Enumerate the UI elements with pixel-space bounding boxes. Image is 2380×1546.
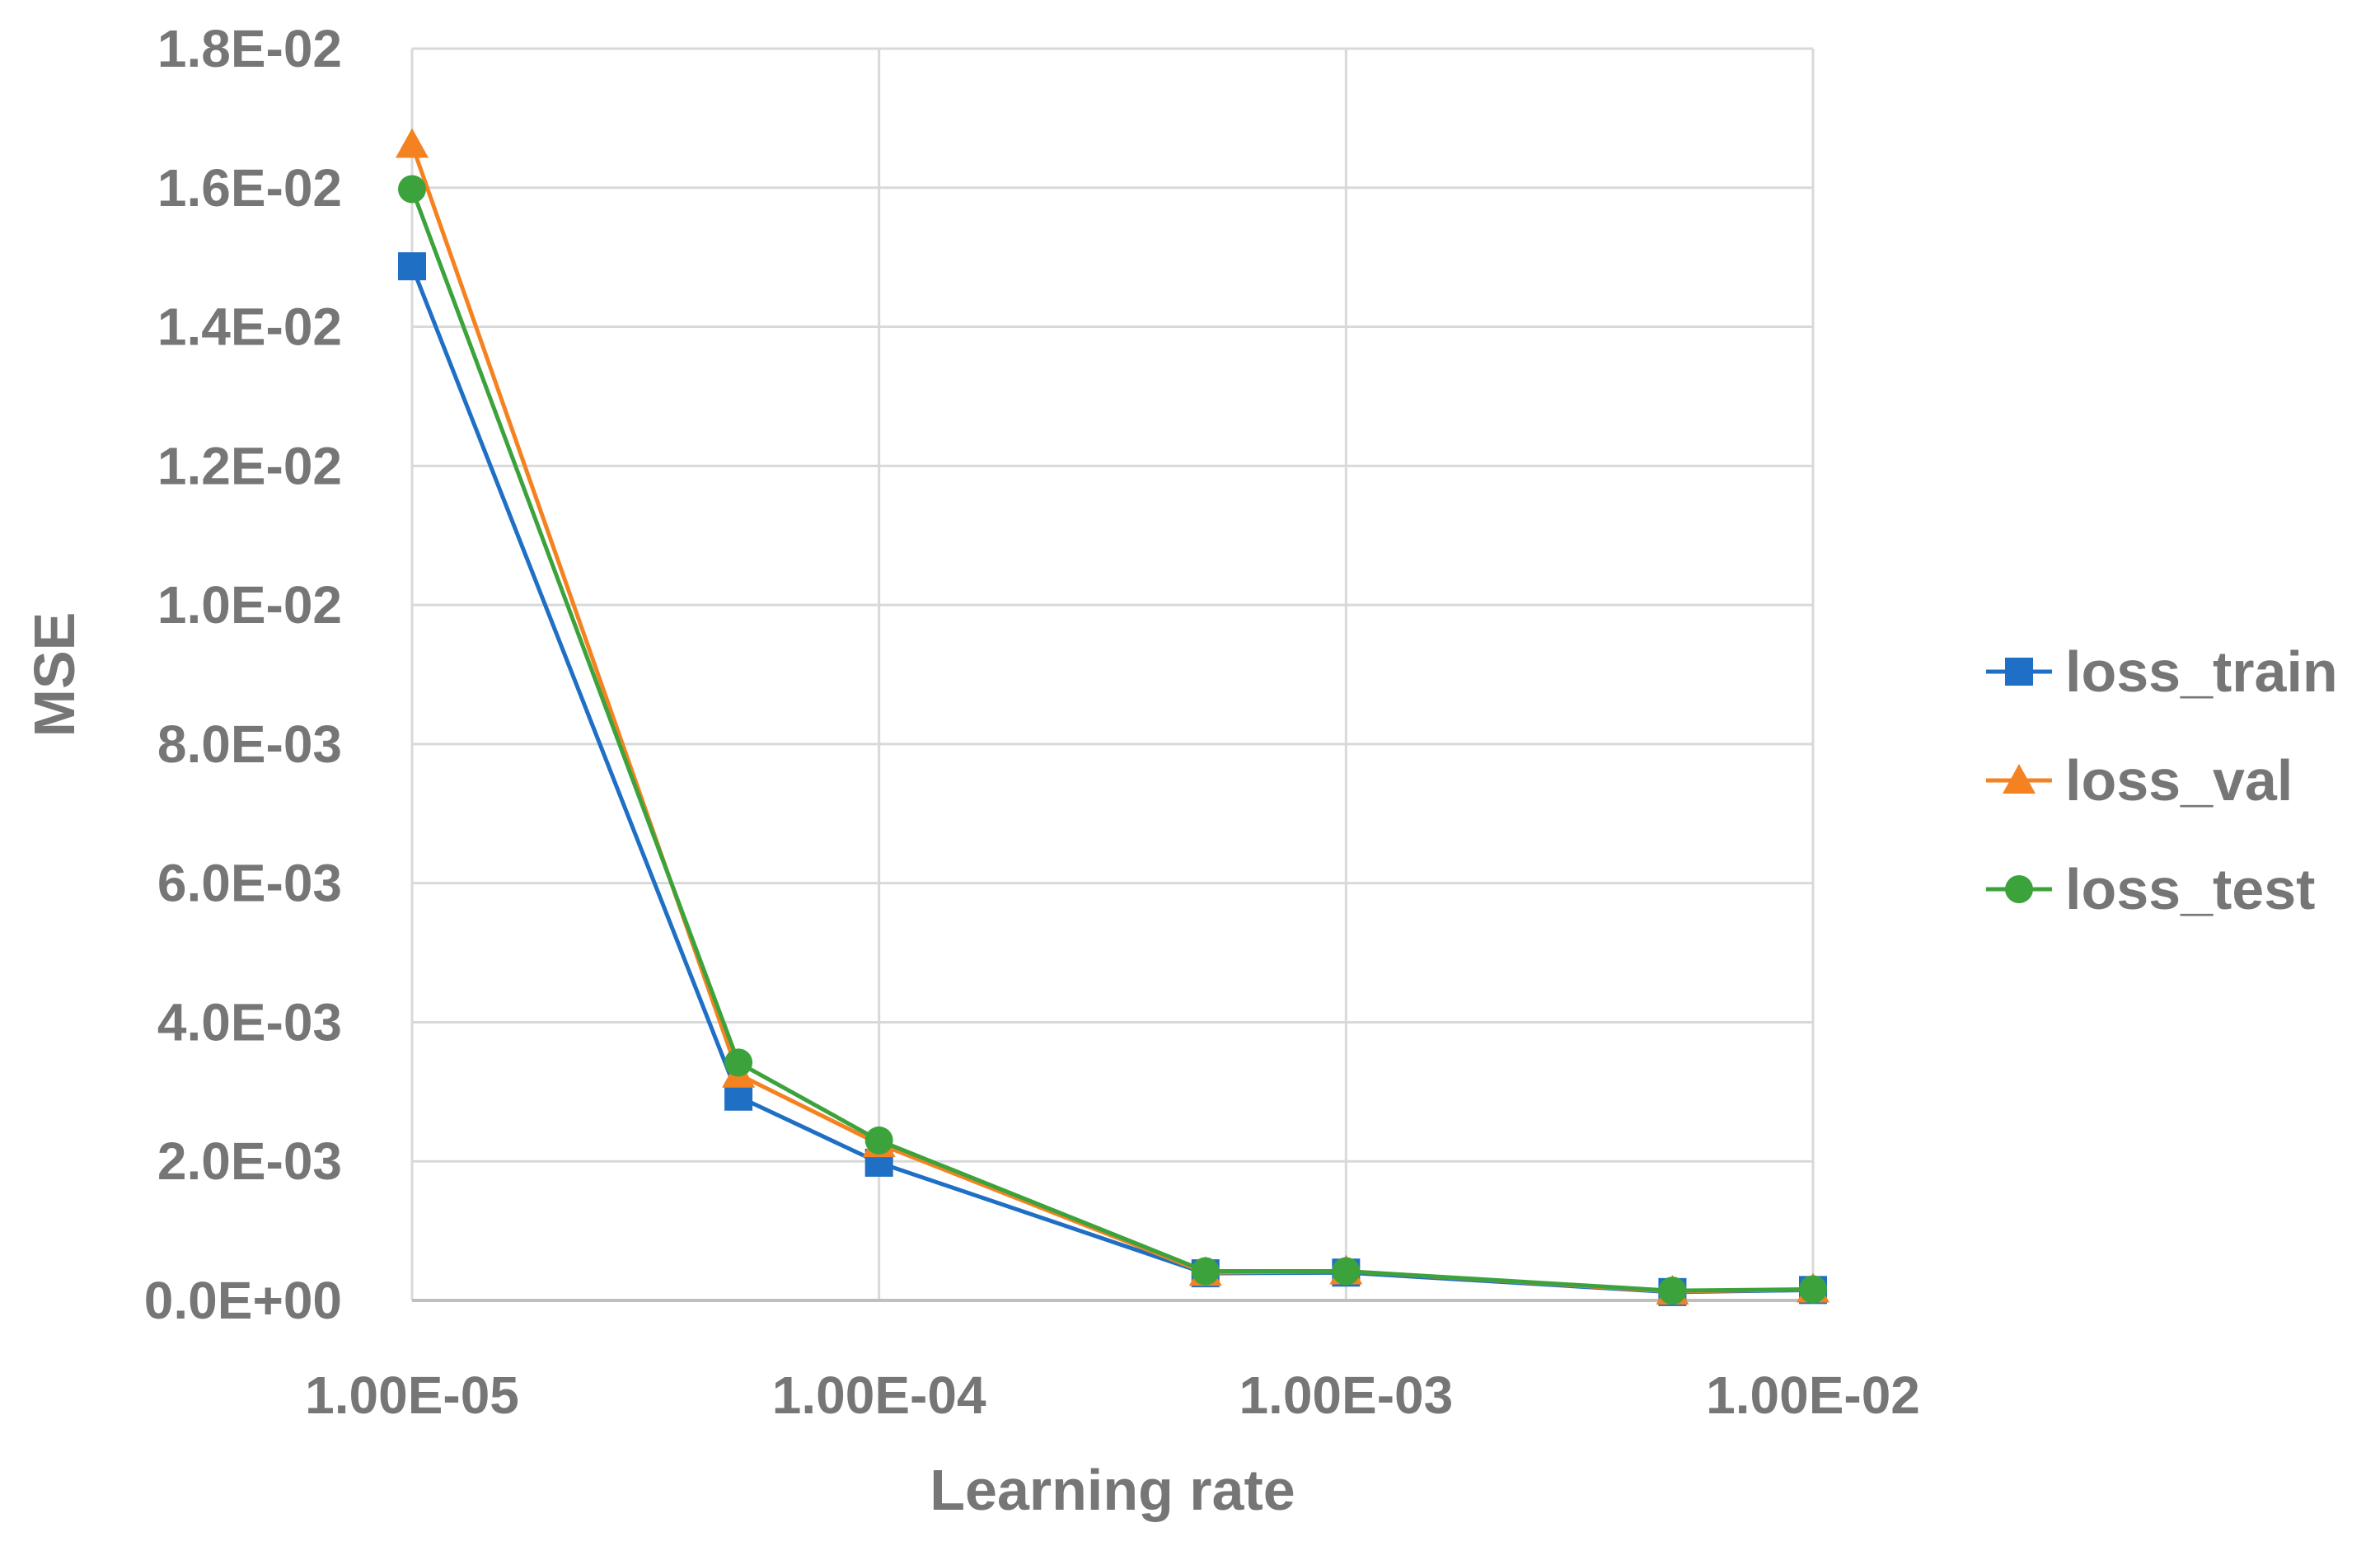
data-point (1799, 1275, 1827, 1304)
data-point (724, 1048, 753, 1077)
x-tick-label: 1.00E-05 (305, 1366, 519, 1425)
y-tick-label: 0.0E+00 (144, 1271, 342, 1330)
y-tick-label: 6.0E-03 (157, 854, 342, 913)
y-tick-label: 1.6E-02 (157, 158, 342, 218)
x-tick-label: 1.00E-02 (1706, 1366, 1920, 1425)
y-tick-label: 4.0E-03 (157, 992, 342, 1052)
x-axis-title: Learning rate (930, 1458, 1295, 1522)
data-point (1658, 1277, 1687, 1305)
y-tick-label: 1.8E-02 (157, 19, 342, 78)
legend-label: loss_val (2065, 748, 2293, 813)
series-loss-train (398, 252, 1827, 1306)
series-loss-test (398, 175, 1827, 1305)
data-point (1332, 1257, 1361, 1286)
legend-marker (2005, 875, 2033, 903)
series-line (410, 265, 1814, 1295)
series-line (410, 143, 1814, 1294)
legend: loss_train loss_val loss_test (1986, 639, 2338, 921)
data-point (1191, 1257, 1220, 1286)
x-tick-label: 1.00E-04 (772, 1366, 986, 1425)
legend-label: loss_train (2065, 639, 2338, 704)
series-layer (396, 128, 1830, 1306)
y-tick-label: 1.2E-02 (157, 436, 342, 495)
data-point (864, 1126, 893, 1155)
legend-marker (2003, 764, 2036, 794)
labels: 0.0E+00 2.0E-03 4.0E-03 6.0E-03 8.0E-03 1.0E-… (22, 19, 1920, 1522)
data-point (398, 252, 426, 281)
legend-label: loss_test (2065, 857, 2315, 921)
legend-marker (2005, 658, 2033, 686)
y-tick-label: 1.4E-02 (157, 297, 342, 357)
legend-item-loss-test: loss_test (1986, 857, 2315, 921)
x-tick-label: 1.00E-03 (1239, 1366, 1453, 1425)
data-point (398, 175, 426, 204)
y-tick-label: 2.0E-03 (157, 1131, 342, 1191)
data-point (396, 128, 429, 158)
y-tick-label: 8.0E-03 (157, 714, 342, 774)
y-tick-label: 1.0E-02 (157, 575, 342, 635)
legend-item-loss-val: loss_val (1986, 748, 2293, 813)
y-axis-title: MSE (22, 612, 87, 738)
gridlines (410, 47, 1815, 1300)
legend-item-loss-train: loss_train (1986, 639, 2338, 704)
